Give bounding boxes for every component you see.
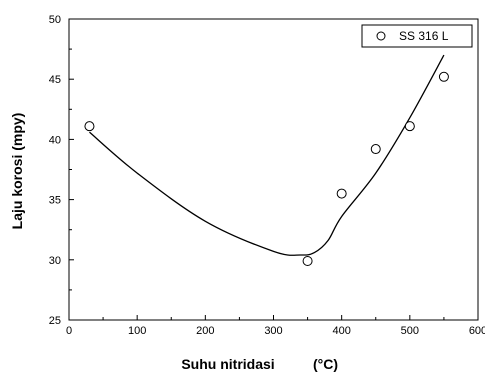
data-point bbox=[302, 256, 313, 267]
x-tick-label: 200 bbox=[196, 325, 214, 337]
x-tick-label: 0 bbox=[66, 325, 72, 337]
fit-curve bbox=[89, 54, 445, 256]
x-axis-title: Suhu nitridasi bbox=[181, 356, 274, 372]
data-point bbox=[336, 188, 347, 199]
legend: SS 316 L bbox=[361, 24, 473, 48]
plot-frame bbox=[68, 18, 479, 321]
data-point bbox=[438, 71, 449, 82]
plot-axes bbox=[68, 18, 479, 321]
legend-marker bbox=[376, 31, 386, 41]
legend-label: SS 316 L bbox=[399, 29, 449, 43]
x-tick-label: 100 bbox=[128, 325, 146, 337]
data-point bbox=[404, 121, 415, 132]
data-point bbox=[84, 121, 95, 132]
y-axis-title: Laju korosi (mpy) bbox=[9, 113, 25, 230]
x-tick-label: 500 bbox=[401, 325, 419, 337]
y-tick-label: 50 bbox=[49, 14, 61, 26]
axis-ticks: 0 100 200 300 400 500 600 25 30 35 40 45 50 bbox=[49, 14, 485, 337]
y-tick-label: 40 bbox=[49, 134, 61, 146]
y-tick-label: 30 bbox=[49, 255, 61, 267]
x-tick-label: 300 bbox=[264, 325, 282, 337]
y-tick-label: 25 bbox=[49, 315, 61, 327]
y-tick-label: 45 bbox=[49, 74, 61, 86]
y-tick-label: 35 bbox=[49, 195, 61, 207]
x-axis-title-unit: (°C) bbox=[313, 356, 338, 372]
x-tick-label: 600 bbox=[469, 325, 485, 337]
fit-curve-layer bbox=[89, 54, 445, 256]
x-tick-label: 400 bbox=[332, 325, 350, 337]
data-point bbox=[370, 144, 381, 155]
data-points bbox=[84, 71, 449, 267]
legend-box bbox=[361, 24, 473, 48]
